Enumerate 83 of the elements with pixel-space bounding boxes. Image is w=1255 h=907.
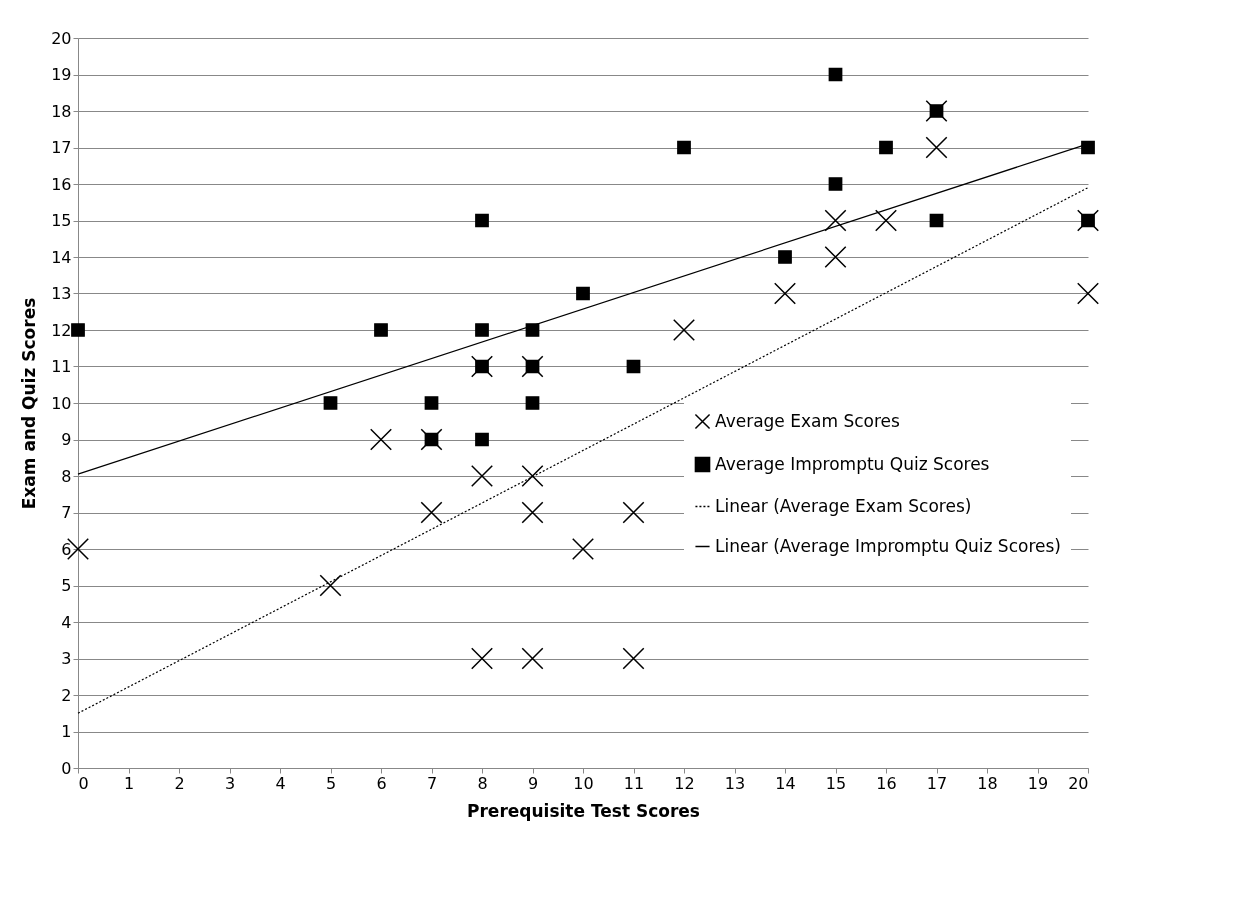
x-tick-label: 4 xyxy=(275,773,286,793)
point xyxy=(323,396,338,410)
point xyxy=(475,213,489,228)
point xyxy=(622,501,645,524)
x-tick-label: 15 xyxy=(825,773,847,793)
point xyxy=(879,140,893,155)
point xyxy=(778,250,792,264)
point xyxy=(673,319,695,341)
y-tick-label: 3 xyxy=(61,649,72,668)
x-tick-label: 10 xyxy=(573,773,594,793)
y-tick-label: 5 xyxy=(61,576,72,595)
x-tick-label: 7 xyxy=(426,773,438,793)
x-tick-label: 9 xyxy=(527,773,539,793)
point xyxy=(1077,282,1099,305)
y-tick-label: 14 xyxy=(51,247,72,267)
point xyxy=(521,465,544,487)
x-tick-label: 16 xyxy=(876,773,897,793)
y-axis-title: Exam and Quiz Scores xyxy=(19,297,40,510)
y-tick-label: 9 xyxy=(61,430,72,449)
legend-label: Linear (Average Impromptu Quiz Scores) xyxy=(715,535,1061,556)
y-tick-label: 8 xyxy=(61,466,72,486)
point xyxy=(824,246,847,268)
y-tick-label: 7 xyxy=(61,503,72,522)
point xyxy=(521,647,544,670)
point xyxy=(626,359,641,374)
point xyxy=(370,428,392,451)
legend-label: Linear (Average Exam Scores) xyxy=(715,495,972,516)
x-tick-label: 13 xyxy=(724,773,746,793)
x-tick-label: 8 xyxy=(477,773,488,793)
x-tick-label: 3 xyxy=(224,773,236,793)
point xyxy=(319,574,342,597)
y-tick-label: 18 xyxy=(51,101,72,121)
y-tick-label: 0 xyxy=(61,758,72,778)
x-tick-label: 14 xyxy=(775,773,796,793)
x-tick-label: 2 xyxy=(174,773,185,793)
y-tick-label: 16 xyxy=(51,174,72,194)
x-tick-label: 1 xyxy=(123,773,135,793)
point xyxy=(374,323,388,337)
x-tick-label: 17 xyxy=(926,773,948,793)
y-tick-label: 13 xyxy=(51,284,72,303)
point xyxy=(925,136,948,159)
x-tick-label: 11 xyxy=(623,773,645,793)
point xyxy=(929,213,944,228)
x-tick-label: 19 xyxy=(1027,773,1049,793)
y-tick-label: 11 xyxy=(51,357,72,376)
y-tick-label: 19 xyxy=(51,65,72,84)
x-tick-label: 18 xyxy=(977,773,998,793)
point xyxy=(475,323,489,337)
x-tick-label: 0 xyxy=(78,773,89,793)
point xyxy=(525,396,540,410)
y-tick-label: 2 xyxy=(61,685,72,705)
x-tick-label: 6 xyxy=(376,773,387,793)
y-tick-label: 4 xyxy=(61,612,72,632)
point xyxy=(824,209,847,232)
point xyxy=(521,501,544,524)
point xyxy=(471,647,493,670)
x-tick-label: 5 xyxy=(325,773,337,793)
x-tick-label: 20 xyxy=(1068,773,1089,793)
point xyxy=(828,177,843,191)
point xyxy=(774,282,796,305)
point xyxy=(475,432,489,447)
x-axis-title: Prerequisite Test Scores xyxy=(467,800,700,821)
y-tick-label: 1 xyxy=(61,722,72,741)
point xyxy=(576,286,590,301)
y-tick-label: 12 xyxy=(51,320,72,340)
point xyxy=(71,323,85,337)
point xyxy=(622,647,645,670)
point xyxy=(471,465,493,487)
point xyxy=(1081,140,1095,155)
y-tick-label: 15 xyxy=(51,211,72,230)
y-tick-label: 10 xyxy=(51,393,72,413)
point xyxy=(875,209,897,232)
point xyxy=(420,501,443,524)
point xyxy=(828,67,843,82)
point xyxy=(572,538,594,560)
point xyxy=(677,140,691,155)
y-tick-label: 6 xyxy=(61,539,72,559)
point xyxy=(424,396,439,410)
y-tick-label: 17 xyxy=(51,138,72,157)
y-tick-label: 20 xyxy=(51,28,72,48)
legend-label: Average Exam Scores xyxy=(715,410,901,431)
legend-label: Average Impromptu Quiz Scores xyxy=(715,453,990,474)
x-tick-label: 12 xyxy=(674,773,695,793)
